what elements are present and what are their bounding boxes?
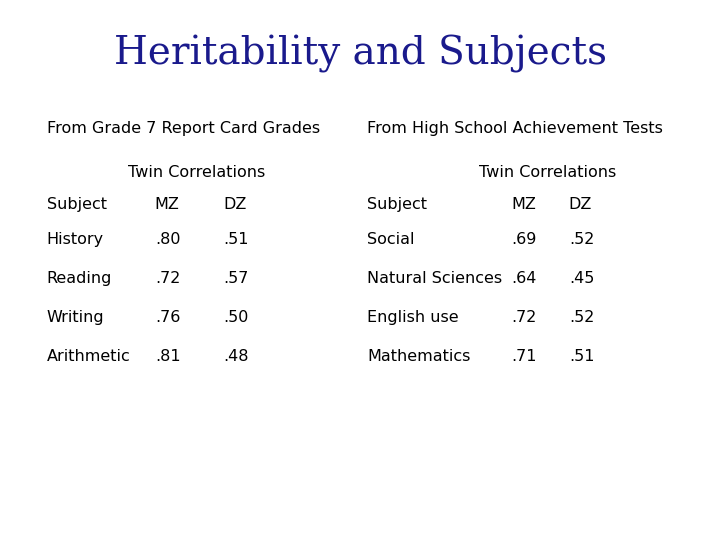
Text: Heritability and Subjects: Heritability and Subjects — [114, 35, 606, 73]
Text: .71: .71 — [511, 349, 536, 364]
Text: Natural Sciences: Natural Sciences — [367, 271, 503, 286]
Text: .64: .64 — [511, 271, 536, 286]
Text: .72: .72 — [511, 310, 536, 325]
Text: Writing: Writing — [47, 310, 104, 325]
Text: .69: .69 — [511, 232, 536, 247]
Text: DZ: DZ — [569, 197, 592, 212]
Text: Mathematics: Mathematics — [367, 349, 471, 364]
Text: MZ: MZ — [155, 197, 180, 212]
Text: .48: .48 — [223, 349, 248, 364]
Text: Arithmetic: Arithmetic — [47, 349, 130, 364]
Text: .57: .57 — [223, 271, 248, 286]
Text: Subject: Subject — [47, 197, 107, 212]
Text: Reading: Reading — [47, 271, 112, 286]
Text: .81: .81 — [155, 349, 181, 364]
Text: .52: .52 — [569, 232, 594, 247]
Text: Twin Correlations: Twin Correlations — [479, 165, 616, 180]
Text: Social: Social — [367, 232, 415, 247]
Text: .50: .50 — [223, 310, 248, 325]
Text: .51: .51 — [569, 349, 594, 364]
Text: From High School Achievement Tests: From High School Achievement Tests — [367, 122, 663, 137]
Text: .72: .72 — [155, 271, 180, 286]
Text: Twin Correlations: Twin Correlations — [127, 165, 265, 180]
Text: DZ: DZ — [223, 197, 246, 212]
Text: History: History — [47, 232, 104, 247]
Text: .80: .80 — [155, 232, 180, 247]
Text: Subject: Subject — [367, 197, 427, 212]
Text: .76: .76 — [155, 310, 180, 325]
Text: English use: English use — [367, 310, 459, 325]
Text: .51: .51 — [223, 232, 248, 247]
Text: From Grade 7 Report Card Grades: From Grade 7 Report Card Grades — [47, 122, 320, 137]
Text: MZ: MZ — [511, 197, 536, 212]
Text: .52: .52 — [569, 310, 594, 325]
Text: .45: .45 — [569, 271, 594, 286]
